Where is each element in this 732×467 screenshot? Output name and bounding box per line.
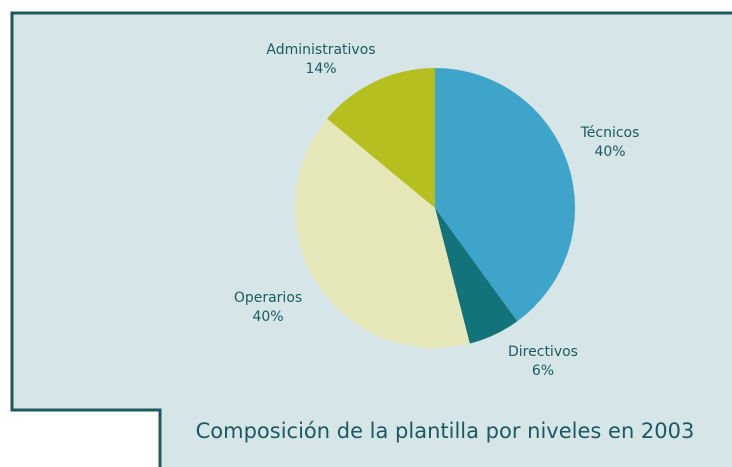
- slice-label: Directivos: [508, 344, 578, 360]
- slice-value: 40%: [252, 309, 283, 325]
- slice-value: 40%: [594, 144, 625, 160]
- pie-slice: [327, 68, 435, 208]
- pie-slice: [435, 68, 575, 322]
- slice-label: Administrativos: [266, 42, 375, 58]
- panel-border: [10, 11, 732, 467]
- chart-title: Composición de la plantilla por niveles …: [196, 419, 695, 443]
- slice-label: Operarios: [234, 290, 302, 306]
- slice-value: 6%: [532, 363, 554, 379]
- slice-label: Técnicos: [580, 125, 640, 141]
- pie-slice: [294, 118, 470, 349]
- pie-slice: [435, 208, 518, 344]
- slice-value: 14%: [305, 61, 336, 77]
